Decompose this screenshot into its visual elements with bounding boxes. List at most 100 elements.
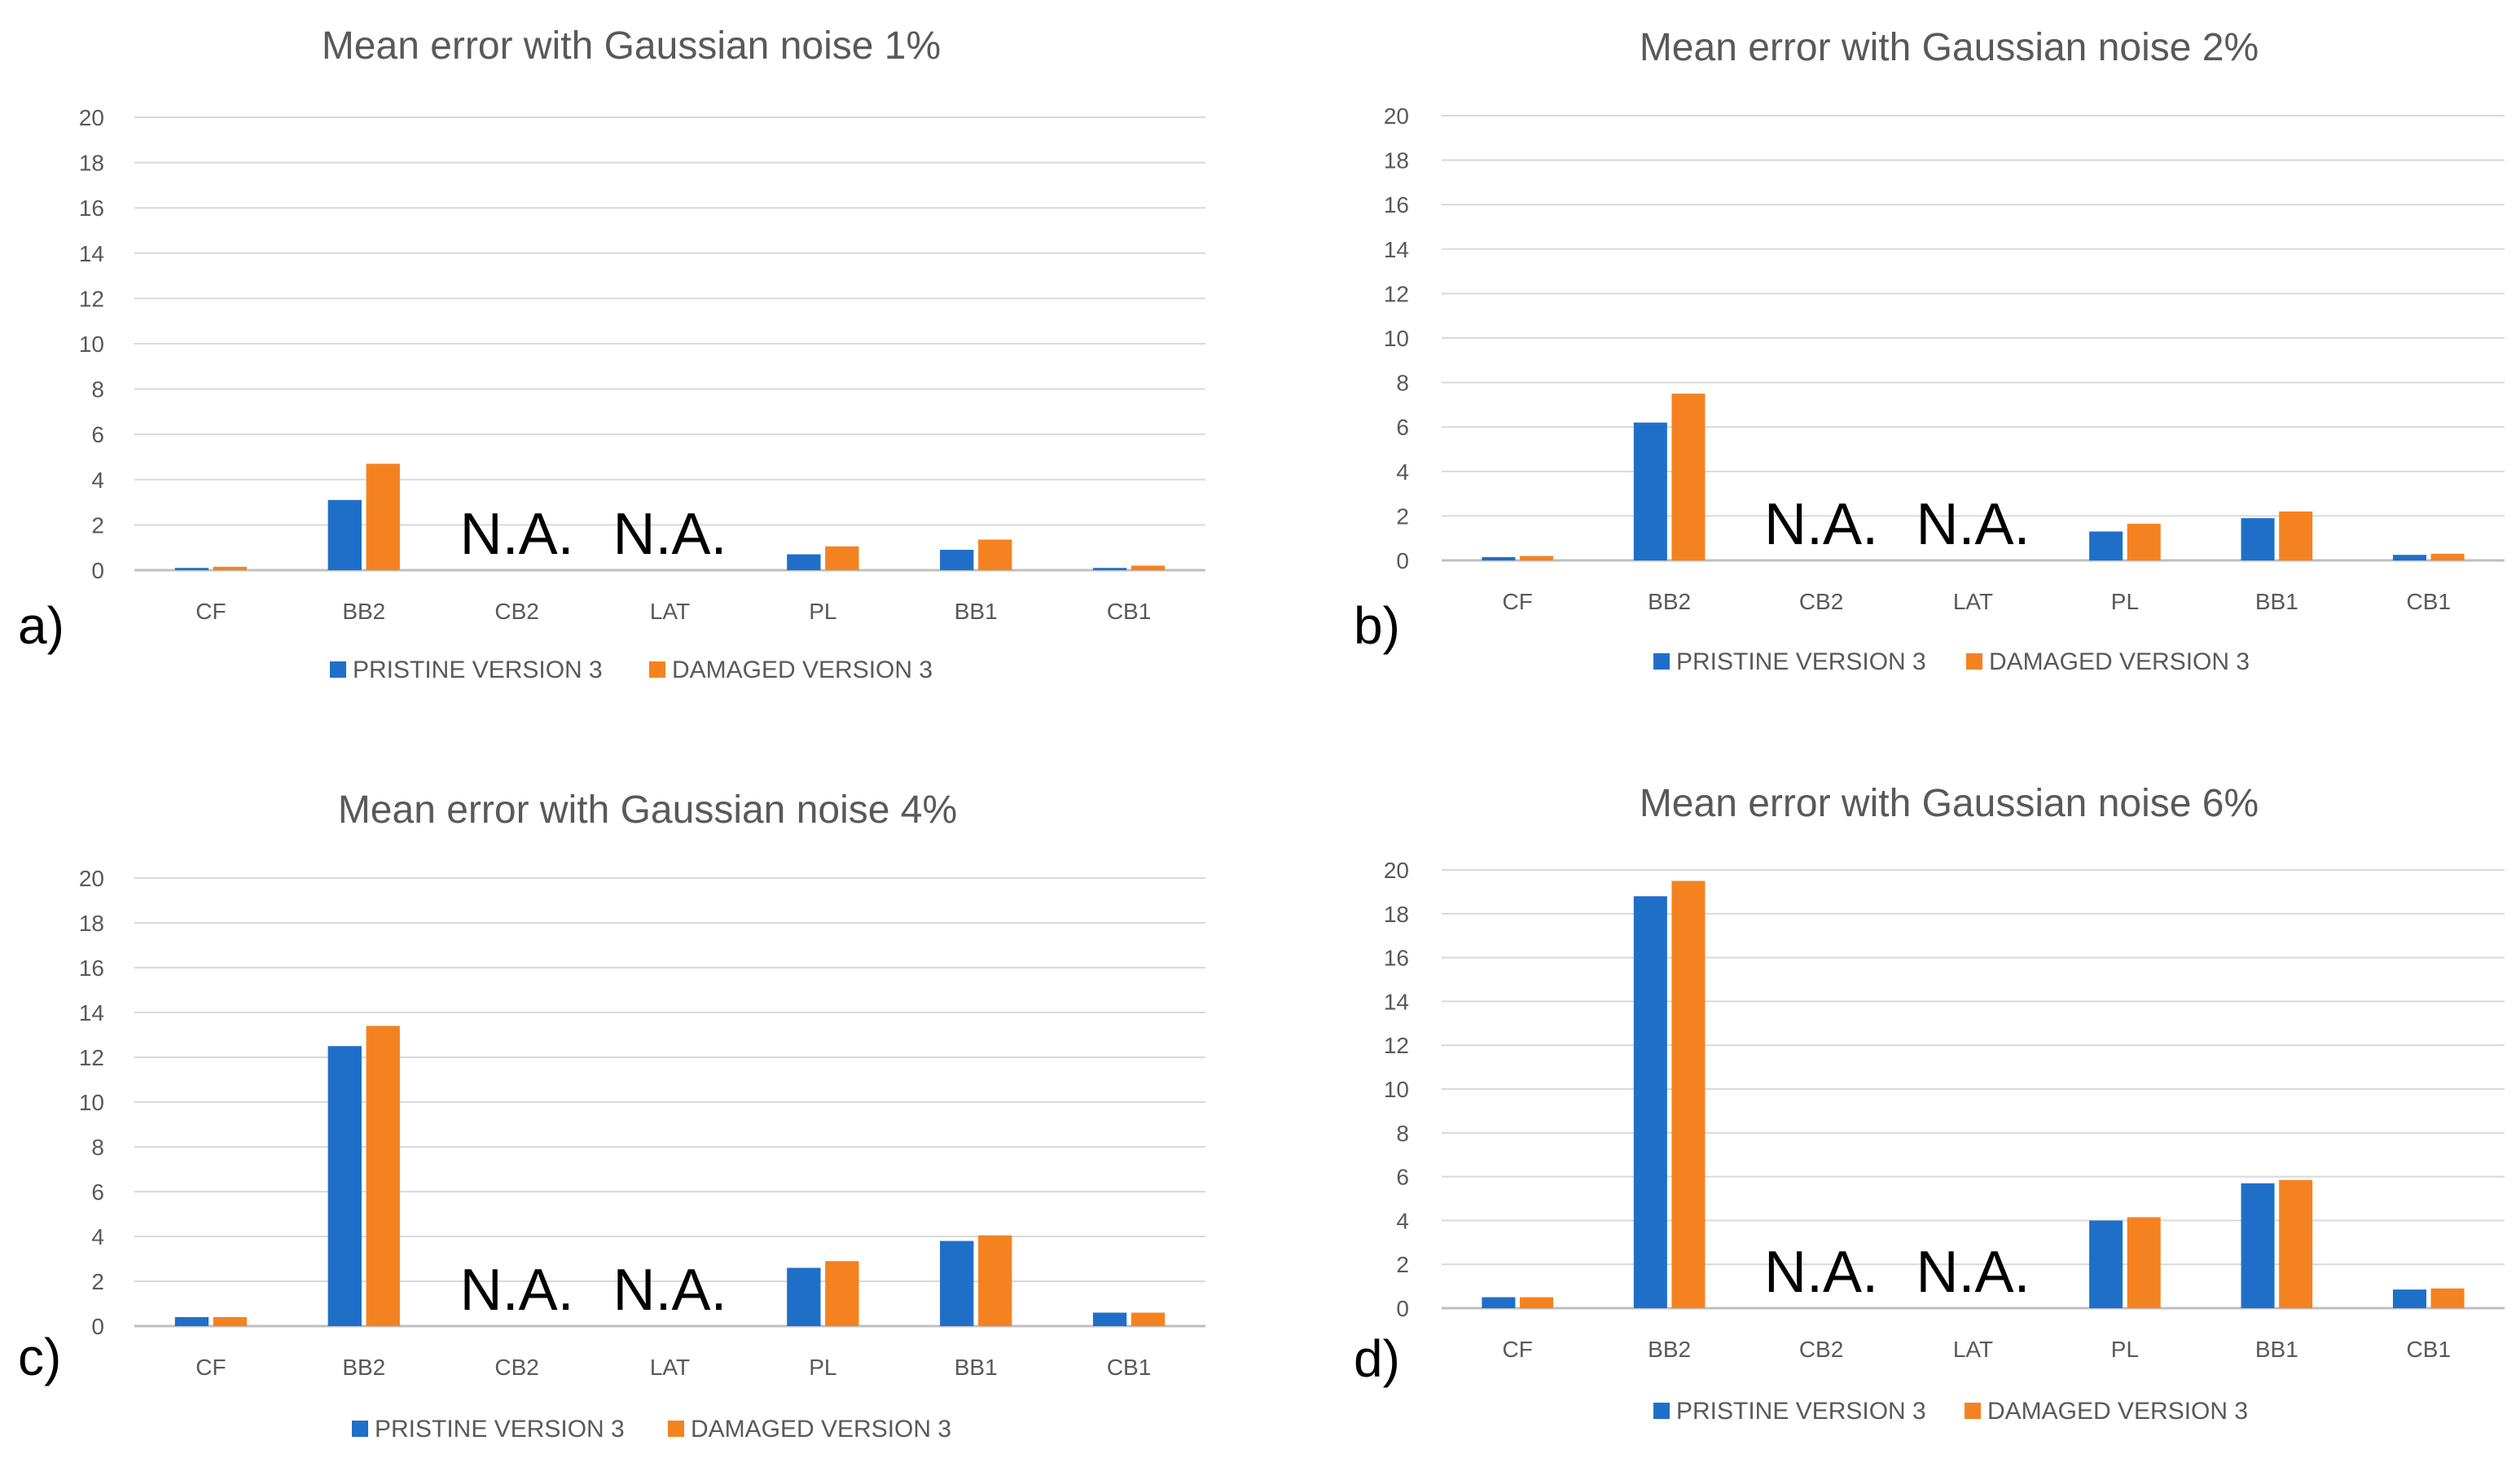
bar-pristine-cf bbox=[1482, 1297, 1516, 1308]
legend-label-pristine: PRISTINE VERSION 3 bbox=[1676, 1398, 1926, 1425]
bar-damaged-pl bbox=[825, 546, 859, 570]
x-tick-label: CF bbox=[1503, 589, 1533, 614]
chart-panel-d: Mean error with Gaussian noise 6% 0 2 4 6 8 10… bbox=[1354, 782, 2505, 1425]
x-tick-label: BB1 bbox=[955, 599, 998, 624]
bar-damaged-bb1 bbox=[978, 539, 1012, 570]
legend-swatch-pristine bbox=[1653, 1403, 1670, 1419]
y-tick-label: 20 bbox=[1384, 858, 1409, 883]
x-tick-label: CB1 bbox=[2407, 1337, 2451, 1362]
x-tick-label: LAT bbox=[1953, 589, 1993, 614]
y-tick-label: 18 bbox=[1384, 902, 1409, 927]
legend-swatch-damaged bbox=[649, 661, 665, 678]
chart-title: Mean error with Gaussian noise 2% bbox=[1640, 26, 2259, 69]
x-tick-label: CF bbox=[1503, 1337, 1533, 1362]
bar-damaged-bb1 bbox=[978, 1235, 1012, 1326]
na-annotation: N.A. bbox=[1916, 1240, 2030, 1305]
panel-label: a) bbox=[18, 596, 64, 655]
x-tick-label: CB2 bbox=[494, 599, 538, 624]
y-tick-label: 14 bbox=[79, 1000, 104, 1026]
bar-pristine-cb1 bbox=[2392, 1289, 2426, 1308]
bar-damaged-bb1 bbox=[2279, 1179, 2313, 1308]
x-tick-label: CB1 bbox=[1107, 1355, 1151, 1380]
x-tick-label: BB1 bbox=[2255, 1337, 2298, 1362]
legend-label-pristine: PRISTINE VERSION 3 bbox=[353, 657, 603, 683]
x-tick-label: CF bbox=[195, 1355, 226, 1380]
bar-damaged-cb1 bbox=[1130, 1312, 1166, 1326]
y-tick-label: 16 bbox=[79, 195, 104, 221]
bar-pristine-cf bbox=[1482, 556, 1516, 560]
y-tick-label: 20 bbox=[79, 105, 104, 130]
chart-title: Mean error with Gaussian noise 1% bbox=[322, 24, 941, 68]
x-tick-label: CB1 bbox=[2407, 589, 2451, 614]
y-tick-label: 18 bbox=[79, 151, 104, 176]
bar-pristine-bb1 bbox=[940, 549, 974, 570]
bar-damaged-cf bbox=[213, 566, 248, 570]
bar-pristine-bb1 bbox=[2241, 1183, 2275, 1308]
bar-damaged-cf bbox=[1520, 556, 1554, 560]
chart-title: Mean error with Gaussian noise 4% bbox=[338, 788, 957, 832]
bar-pristine-pl bbox=[2089, 1220, 2123, 1308]
bar-damaged-bb1 bbox=[2279, 511, 2313, 560]
na-annotation: N.A. bbox=[460, 502, 574, 567]
y-tick-label: 4 bbox=[91, 468, 104, 493]
bar-damaged-pl bbox=[2127, 523, 2161, 560]
y-tick-label: 14 bbox=[1384, 237, 1409, 262]
y-tick-label: 6 bbox=[1396, 1165, 1409, 1190]
y-tick-label: 0 bbox=[1396, 1296, 1409, 1321]
na-annotation: N.A. bbox=[1764, 492, 1878, 557]
bar-pristine-bb1 bbox=[940, 1241, 974, 1326]
y-tick-label: 2 bbox=[1396, 503, 1409, 529]
bar-pristine-bb2 bbox=[1633, 422, 1667, 560]
y-tick-label: 0 bbox=[91, 558, 104, 583]
legend-label-pristine: PRISTINE VERSION 3 bbox=[1676, 648, 1926, 675]
y-tick-label: 0 bbox=[91, 1314, 104, 1339]
legend-swatch-pristine bbox=[352, 1421, 368, 1437]
x-tick-label: BB1 bbox=[2255, 589, 2298, 614]
bar-pristine-pl bbox=[2089, 531, 2123, 560]
y-tick-label: 8 bbox=[1396, 1121, 1409, 1146]
na-annotation: N.A. bbox=[612, 502, 727, 567]
x-tick-label: LAT bbox=[650, 599, 690, 624]
bar-pristine-cb1 bbox=[1092, 1312, 1127, 1326]
bar-pristine-pl bbox=[787, 554, 821, 570]
y-tick-label: 10 bbox=[79, 1090, 104, 1115]
y-tick-label: 12 bbox=[1384, 1033, 1409, 1058]
bar-pristine-cf bbox=[174, 1317, 209, 1326]
bar-pristine-cb1 bbox=[1092, 568, 1127, 570]
bar-pristine-bb2 bbox=[327, 499, 362, 570]
x-tick-label: CB1 bbox=[1107, 599, 1151, 624]
panel-label: d) bbox=[1354, 1329, 1400, 1388]
x-tick-label: PL bbox=[2111, 589, 2139, 614]
y-tick-label: 16 bbox=[1384, 192, 1409, 217]
y-tick-label: 14 bbox=[79, 241, 104, 266]
x-tick-label: BB2 bbox=[342, 599, 385, 624]
y-tick-label: 16 bbox=[1384, 946, 1409, 971]
x-tick-label: CB2 bbox=[494, 1355, 538, 1380]
y-tick-label: 16 bbox=[79, 955, 104, 981]
bar-damaged-cb1 bbox=[2430, 553, 2465, 560]
bar-pristine-pl bbox=[787, 1267, 821, 1326]
bar-pristine-bb2 bbox=[327, 1046, 362, 1326]
y-tick-label: 12 bbox=[79, 286, 104, 311]
y-tick-label: 4 bbox=[1396, 1208, 1409, 1233]
bar-damaged-cf bbox=[1520, 1297, 1554, 1308]
x-tick-label: CB2 bbox=[1799, 589, 1843, 614]
x-tick-label: LAT bbox=[650, 1355, 690, 1380]
x-tick-label: CB2 bbox=[1799, 1337, 1843, 1362]
x-tick-label: BB2 bbox=[1648, 1337, 1691, 1362]
bar-pristine-bb1 bbox=[2241, 518, 2275, 560]
y-tick-label: 12 bbox=[1384, 281, 1409, 306]
chart-title: Mean error with Gaussian noise 6% bbox=[1640, 782, 2259, 825]
y-tick-label: 6 bbox=[1396, 415, 1409, 440]
legend-swatch-damaged bbox=[668, 1421, 684, 1437]
na-annotation: N.A. bbox=[1916, 492, 2030, 557]
na-annotation: N.A. bbox=[1764, 1240, 1878, 1305]
bar-damaged-cb1 bbox=[1130, 565, 1166, 570]
na-annotation: N.A. bbox=[460, 1258, 574, 1323]
bar-pristine-cb1 bbox=[2392, 555, 2426, 560]
x-tick-label: PL bbox=[809, 599, 836, 624]
y-tick-label: 10 bbox=[1384, 1077, 1409, 1102]
na-annotation: N.A. bbox=[612, 1258, 727, 1323]
panel-label: c) bbox=[18, 1328, 61, 1386]
